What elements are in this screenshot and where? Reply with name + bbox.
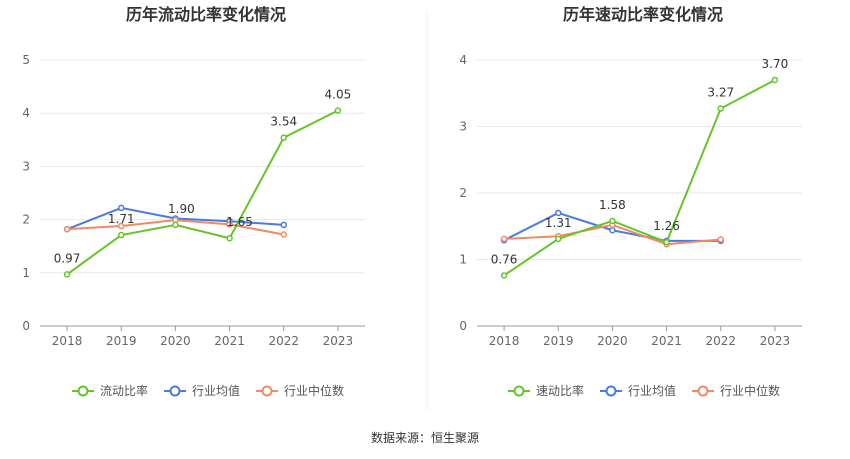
x-tick-label: 2018 [52, 334, 83, 348]
x-tick-label: 2021 [214, 334, 245, 348]
data-label: 1.71 [108, 212, 135, 226]
legend-label: 行业中位数 [284, 383, 344, 398]
legend-item[interactable]: 行业均值 [600, 383, 676, 398]
data-point[interactable] [609, 226, 616, 234]
legend-marker-icon [261, 385, 273, 397]
x-tick-label: 2019 [543, 334, 574, 348]
y-tick-label: 5 [22, 53, 30, 67]
data-point[interactable] [226, 221, 233, 228]
legend-label: 速动比率 [536, 383, 584, 398]
y-tick-label: 3 [22, 159, 30, 173]
legend-label: 行业均值 [628, 383, 676, 398]
x-tick-label: 2019 [106, 334, 137, 348]
x-tick-label: 2018 [489, 334, 520, 348]
legend-marker-icon [169, 385, 181, 397]
y-tick-label: 3 [459, 120, 467, 134]
data-point[interactable] [555, 235, 562, 243]
data-label: 3.27 [707, 86, 734, 100]
data-label: 1.90 [168, 202, 195, 216]
data-point[interactable] [280, 231, 287, 238]
data-point[interactable] [63, 225, 71, 233]
x-tick-label: 2022 [268, 334, 299, 348]
data-label: 3.54 [270, 115, 297, 129]
x-tick-label: 2023 [760, 334, 791, 348]
x-tick-label: 2021 [651, 334, 682, 348]
legend-marker-icon [605, 385, 617, 397]
data-label: 1.65 [226, 215, 253, 229]
data-label: 4.05 [325, 88, 352, 102]
y-tick-label: 1 [459, 253, 467, 267]
y-tick-label: 4 [22, 106, 30, 120]
legend-marker-icon [513, 385, 525, 397]
chart-title: 历年流动比率变化情况 [126, 5, 286, 24]
data-source: 数据来源：恒生聚源 [371, 430, 479, 445]
y-tick-label: 0 [459, 319, 467, 333]
legend-label: 行业均值 [192, 383, 240, 398]
y-tick-label: 2 [459, 186, 467, 200]
data-point[interactable] [609, 217, 616, 225]
x-tick-label: 2020 [597, 334, 628, 348]
legend-label: 行业中位数 [720, 383, 780, 398]
data-point[interactable] [280, 221, 287, 229]
data-point[interactable] [226, 234, 233, 242]
legend-item[interactable]: 行业中位数 [692, 383, 780, 398]
data-point[interactable] [63, 271, 71, 278]
data-label: 1.26 [653, 219, 680, 233]
data-point[interactable] [555, 209, 562, 217]
data-point[interactable] [500, 235, 508, 243]
x-tick-label: 2023 [323, 334, 354, 348]
y-tick-label: 2 [22, 213, 30, 227]
series-line [503, 79, 776, 277]
data-point[interactable] [771, 76, 779, 84]
legend-item[interactable]: 行业均值 [164, 383, 240, 398]
data-point[interactable] [118, 231, 125, 239]
x-tick-label: 2022 [705, 334, 736, 348]
y-tick-label: 1 [22, 266, 30, 280]
data-point[interactable] [118, 204, 125, 212]
legend-item[interactable]: 行业中位数 [256, 383, 344, 398]
data-label: 0.97 [54, 251, 81, 265]
data-point[interactable] [172, 221, 179, 229]
legend-item[interactable]: 流动比率 [72, 383, 148, 398]
data-point[interactable] [500, 272, 508, 279]
data-label: 1.31 [545, 216, 572, 230]
data-point[interactable] [118, 222, 125, 230]
y-tick-label: 0 [22, 319, 30, 333]
legend-marker-icon [697, 385, 709, 397]
y-tick-label: 4 [459, 53, 467, 67]
legend-marker-icon [77, 385, 89, 397]
x-tick-label: 2020 [160, 334, 191, 348]
data-label: 0.76 [491, 252, 518, 266]
legend-label: 流动比率 [100, 383, 148, 398]
data-point[interactable] [717, 236, 724, 243]
series-line [66, 109, 339, 276]
data-label: 1.58 [599, 198, 626, 212]
legend-item[interactable]: 速动比率 [508, 383, 584, 398]
quick-ratio-chart: 历年速动比率变化情况 0 1 2 3 4 2018 2019 2020 2021 2022 2023 0… [459, 5, 802, 398]
data-point[interactable] [334, 107, 342, 114]
chart-title: 历年速动比率变化情况 [563, 5, 723, 24]
current-ratio-chart: 历年流动比率变化情况 0 1 2 3 4 5 2018 2019 2020 2021 2022 2023… [22, 5, 365, 398]
data-point[interactable] [717, 105, 724, 112]
data-label: 3.70 [762, 57, 789, 71]
data-point[interactable] [663, 238, 670, 246]
data-point[interactable] [280, 134, 287, 141]
